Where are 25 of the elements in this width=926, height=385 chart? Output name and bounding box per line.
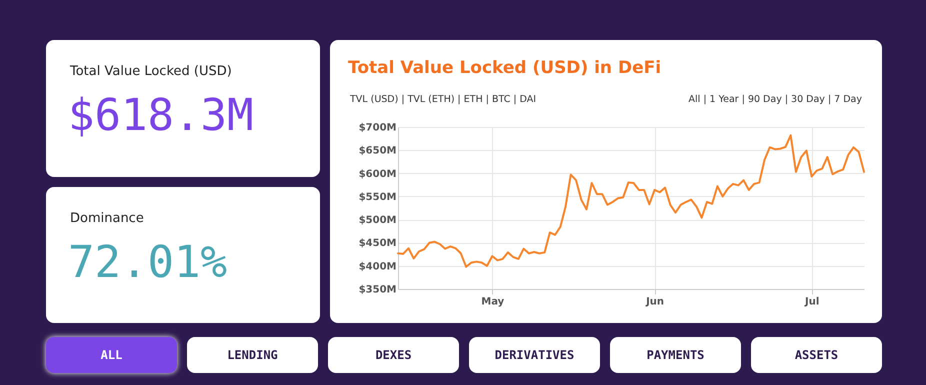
text: TVL (USD) | TVL (ETH) | ETH | BTC | DAI — [350, 94, 536, 105]
text: $618.3M — [68, 90, 254, 141]
text: Dominance — [70, 211, 144, 226]
text: ASSETS — [751, 337, 882, 373]
text: DEXES — [328, 337, 459, 373]
x-tick-label: Jul — [804, 296, 820, 308]
x-tick-label: May — [481, 296, 505, 308]
y-tick-label: $600M — [358, 168, 397, 180]
text: Total Value Locked (USD) — [70, 64, 232, 79]
y-tick-label: $450M — [358, 238, 397, 250]
y-tick-label: $350M — [358, 284, 397, 296]
line-series — [397, 134, 865, 268]
text: ALL — [46, 337, 177, 373]
text: 72.01% — [68, 237, 227, 288]
y-tick-label: $400M — [358, 261, 397, 272]
text: All | 1 Year | 90 Day | 30 Day | 7 Day — [688, 94, 862, 105]
text: DERIVATIVES — [469, 337, 600, 373]
text: LENDING — [187, 337, 318, 373]
x-tick-label: Jun — [645, 296, 664, 308]
chart-title: Total Value Locked (USD) in DeFi — [348, 58, 662, 78]
y-tick-label: $700M — [358, 122, 397, 134]
y-tick-label: $650M — [358, 146, 397, 157]
text: PAYMENTS — [610, 337, 741, 373]
y-tick-label: $500M — [358, 215, 397, 226]
y-tick-label: $550M — [358, 192, 397, 203]
